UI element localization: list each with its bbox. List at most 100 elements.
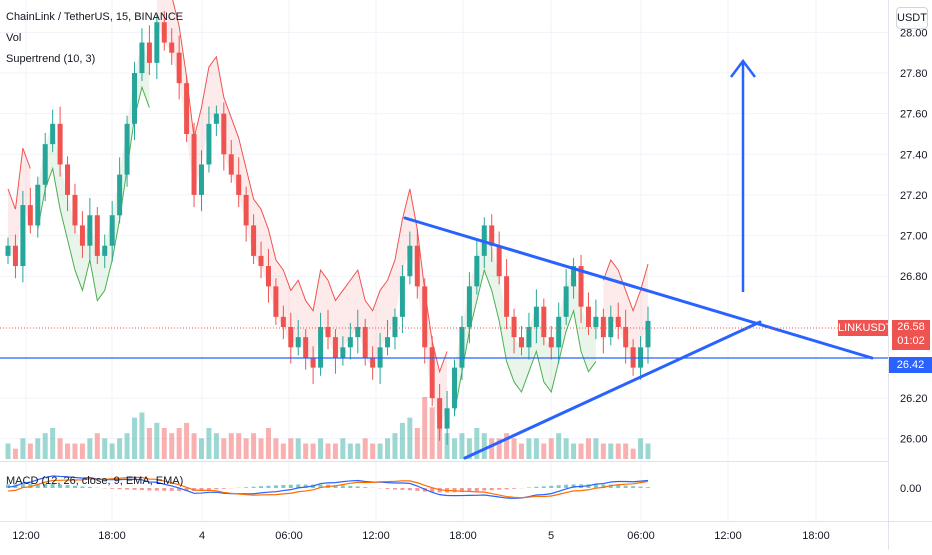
volume-bar (80, 444, 85, 460)
price-tick-label: 28.00 (900, 27, 928, 39)
macd-histogram-bar (133, 488, 137, 490)
volume-bar (623, 444, 628, 460)
candle-body (616, 317, 621, 327)
macd-histogram-bar (289, 485, 293, 488)
supertrend-bands (8, 0, 648, 429)
macd-histogram-bar (266, 486, 270, 488)
macd-legend[interactable]: MACD (12, 26, close, 9, EMA, EMA) (6, 475, 183, 487)
volume-bar (564, 438, 569, 459)
candle-body (266, 266, 271, 286)
candle-body (229, 154, 234, 174)
volume-bar (184, 423, 189, 459)
candle-body (549, 337, 554, 347)
candle-body (50, 124, 55, 144)
macd-histogram-bar (386, 488, 390, 489)
volume-bar (236, 433, 241, 459)
volume-bar (363, 438, 368, 459)
candle-body (519, 337, 524, 347)
volume-bar (646, 444, 651, 460)
macd-histogram-bar (549, 486, 553, 488)
candle-body (13, 246, 18, 266)
volume-bar (333, 444, 338, 460)
volume-bar (206, 428, 211, 459)
volume-bar (6, 444, 11, 460)
macd-histogram-bar (527, 487, 531, 488)
candle-body (608, 317, 613, 337)
volume-bar (244, 438, 249, 459)
candle-body (259, 256, 264, 266)
candle-body (400, 276, 405, 317)
volume-bar (259, 438, 264, 459)
volume-bar (43, 433, 48, 459)
price-tick-label: 26.20 (900, 393, 928, 405)
macd-histogram-bar (274, 485, 278, 488)
volume-bar (631, 449, 636, 459)
volume-bar (169, 433, 174, 459)
candle-body (6, 246, 11, 256)
candle-body (236, 175, 241, 195)
candle-body (340, 347, 345, 357)
candle-body (125, 124, 130, 175)
volume-legend[interactable]: Vol (6, 32, 21, 44)
candle-body (162, 22, 167, 42)
price-tick-label: 26.80 (900, 271, 928, 283)
candle-body (58, 124, 63, 165)
candle-body (430, 347, 435, 398)
volume-bar (586, 438, 591, 459)
macd-histogram-bar (244, 487, 248, 488)
candle-body (623, 327, 628, 347)
time-tick-label: 06:00 (627, 530, 655, 542)
price-tick-label: 27.00 (900, 231, 928, 243)
candle-body (281, 317, 286, 327)
volume-bar (192, 433, 197, 459)
candle-body (221, 114, 226, 155)
candle-body (20, 205, 25, 266)
volume-bar (20, 438, 25, 459)
macd-histogram-bar (490, 488, 494, 490)
symbol-legend[interactable]: ChainLink / TetherUS, 15, BINANCE (6, 11, 183, 23)
bar-countdown: 01:02 (892, 334, 930, 348)
volume-bar (35, 438, 40, 459)
macd-histogram-bar (564, 485, 568, 488)
price-axis-labels[interactable]: 28.0027.8027.6027.4027.2027.0026.8026.20… (900, 27, 928, 445)
candle-body (385, 337, 390, 347)
price-tick-label: 27.40 (900, 149, 928, 161)
candle-body (556, 317, 561, 347)
currency-unit-button[interactable]: USDT (896, 7, 928, 29)
volume-bar (273, 438, 278, 459)
candle-body (326, 327, 331, 337)
macd-histogram-bar (393, 488, 397, 489)
candle-body (593, 317, 598, 327)
macd-histogram-bar (341, 485, 345, 488)
time-tick-label: 12:00 (12, 530, 40, 542)
macd-histogram-bar (616, 485, 620, 488)
price-tick-label: 26.00 (900, 434, 928, 446)
candle-body (526, 327, 531, 347)
candle-body (467, 286, 472, 327)
macd-histogram-bar (222, 488, 226, 489)
price-levels (0, 328, 888, 358)
volume-bar (422, 397, 427, 459)
candle-body (646, 321, 651, 347)
volume-bar (281, 444, 286, 460)
volume-bar (541, 444, 546, 460)
candle-body (311, 357, 316, 367)
volume-bar (132, 418, 137, 459)
macd-histogram-bar (475, 488, 479, 491)
macd-tick-label: 0.00 (900, 483, 921, 495)
volume-bar (13, 449, 18, 459)
candle-body (452, 368, 457, 409)
volume-bar (288, 438, 293, 459)
candle-body (95, 215, 100, 256)
candle-body (147, 43, 152, 63)
candle-body (169, 43, 174, 53)
symbol-price-tag: LINKUSDT (838, 320, 888, 336)
volume-bar (303, 444, 308, 460)
time-tick-label: 18:00 (98, 530, 126, 542)
supertrend-legend[interactable]: Supertrend (10, 3) (6, 53, 95, 65)
macd-histogram-bar (624, 486, 628, 488)
candle-body (199, 164, 204, 194)
